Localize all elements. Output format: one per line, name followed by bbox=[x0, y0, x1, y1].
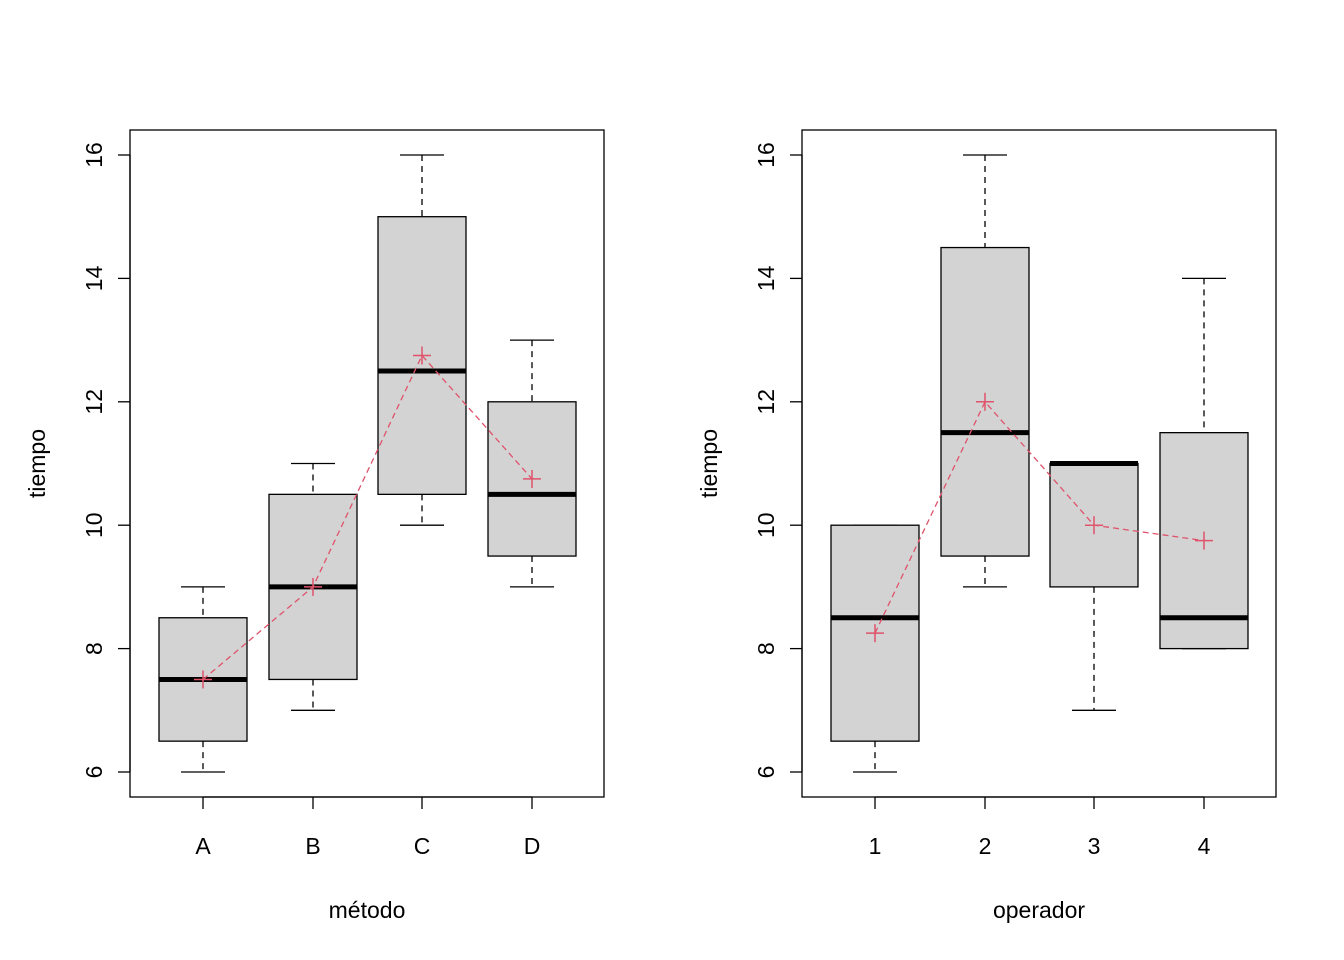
y-tick-label: 16 bbox=[753, 142, 779, 168]
y-tick-label: 10 bbox=[753, 512, 779, 538]
y-tick-label: 6 bbox=[81, 766, 107, 779]
box-1 bbox=[830, 524, 920, 773]
mean-marker bbox=[1195, 531, 1213, 550]
mean-marker bbox=[866, 624, 884, 643]
y-axis-title: tiempo bbox=[24, 429, 50, 498]
x-tick-label: D bbox=[524, 833, 541, 859]
mean-marker bbox=[413, 346, 431, 365]
y-tick-label: 10 bbox=[81, 512, 107, 538]
x-tick-label: B bbox=[305, 833, 320, 859]
y-tick-label: 6 bbox=[753, 766, 779, 779]
y-tick-label: 12 bbox=[81, 389, 107, 415]
x-tick-label: 1 bbox=[869, 833, 882, 859]
mean-marker bbox=[304, 577, 322, 596]
x-tick-label: C bbox=[414, 833, 431, 859]
x-tick-label: 3 bbox=[1088, 833, 1101, 859]
mean-marker bbox=[1085, 516, 1103, 535]
y-tick-label: 14 bbox=[753, 265, 779, 291]
y-tick-label: 16 bbox=[81, 142, 107, 168]
mean-marker bbox=[523, 469, 541, 488]
x-axis-title: método bbox=[329, 897, 406, 923]
mean-marker bbox=[976, 392, 994, 411]
x-axis-title: operador bbox=[993, 897, 1085, 923]
y-tick-label: 12 bbox=[753, 389, 779, 415]
x-tick-label: A bbox=[195, 833, 211, 859]
x-tick-label: 2 bbox=[979, 833, 992, 859]
x-tick-label: 4 bbox=[1198, 833, 1211, 859]
mean-marker bbox=[194, 670, 212, 689]
y-axis-title: tiempo bbox=[696, 429, 722, 498]
y-tick-label: 14 bbox=[81, 265, 107, 291]
y-tick-label: 8 bbox=[753, 642, 779, 655]
mean-line bbox=[202, 354, 533, 680]
y-tick-label: 8 bbox=[81, 642, 107, 655]
